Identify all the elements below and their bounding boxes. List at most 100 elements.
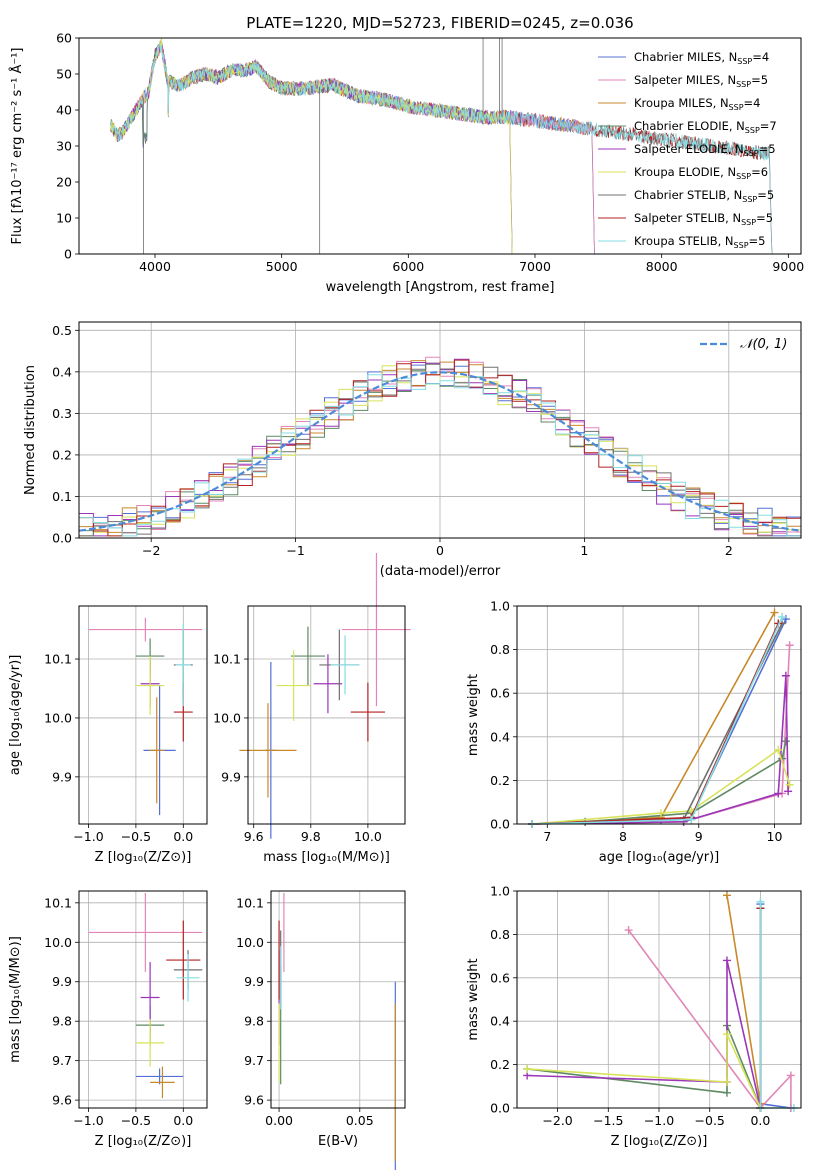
y-tick-label: 0.8 [490, 642, 510, 657]
weight-line [532, 741, 787, 825]
weight-marker [656, 809, 665, 818]
weight-marker [523, 1064, 532, 1073]
data-point [135, 1019, 165, 1067]
x-tick-label: 0 [436, 543, 444, 558]
data-point [276, 650, 311, 721]
spectrum-line [110, 43, 773, 254]
weight-marker [778, 612, 787, 621]
histograms [79, 356, 801, 537]
legend-entry: Kroupa ELODIE, NSSP=6 [634, 165, 768, 181]
mass-vs-EBV-frame [270, 890, 406, 1109]
weight-marker [756, 897, 765, 906]
x-tick-label: −1.0 [73, 1113, 103, 1128]
x-axis-label: (data-model)/error [380, 564, 501, 579]
data-point [176, 954, 200, 1002]
legend-entry-tail: =5 [749, 234, 766, 248]
x-tick-label: 10 [767, 829, 783, 844]
y-tick-label: 9.6 [244, 1093, 264, 1108]
x-axis-label: E(B-V) [318, 1134, 358, 1149]
weight-vs-age-lines [528, 608, 794, 828]
y-tick-label: 60 [56, 31, 72, 46]
legend-entry: Kroupa STELIB, NSSP=5 [634, 234, 765, 250]
legend-entry-tail: =5 [751, 73, 768, 87]
spectrum-line [110, 41, 595, 254]
weight-marker [786, 1071, 795, 1080]
mass-vs-EBV-axes: 0.00 0.05 9.6 9.7 9.8 9.9 10.0 10.1 [236, 891, 405, 1128]
weight-vs-age-axes: 7 8 9 10 0.0 0.2 0.4 0.6 0.8 1.0 [490, 599, 801, 844]
legend-entry-sub: SSP [742, 195, 757, 204]
legend-entry-tail: =5 [759, 142, 776, 156]
data-point [149, 697, 165, 804]
weight-marker [785, 780, 794, 789]
chart-title: PLATE=1220, MJD=52723, FIBERID=0245, z=0… [246, 14, 633, 32]
y-tick-label: 9.7 [52, 1053, 72, 1068]
legend-entry-sub: SSP [736, 172, 751, 181]
y-axis-label: Normed distribution [23, 365, 38, 495]
legend-entry-tail: =5 [757, 188, 774, 202]
y-axis-label: age [log₁₀(age/yr)] [8, 655, 23, 776]
data-point [342, 552, 411, 707]
legend-entry-main: Salpeter MILES, N [634, 73, 736, 87]
weight-marker [770, 608, 779, 617]
legend-entry-tail: =4 [752, 50, 769, 64]
y-tick-label: 0.8 [490, 927, 510, 942]
y-tick-label: 10.1 [236, 895, 264, 910]
weight-line [532, 645, 791, 825]
legend-entry: Salpeter STELIB, NSSP=5 [634, 211, 773, 227]
spectrum-line [110, 38, 513, 254]
data-point [88, 617, 203, 642]
spectrum-line [110, 41, 595, 254]
weight-line [627, 929, 792, 1110]
y-tick-label: 10.0 [213, 710, 241, 725]
legend-entry: Chabrier STELIB, NSSP=5 [634, 188, 774, 204]
y-tick-label: 9.9 [52, 769, 72, 784]
y-tick-label: 30 [56, 139, 72, 154]
legend-entry-main: Kroupa STELIB, N [634, 234, 734, 248]
weight-marker [722, 1030, 731, 1039]
weight-line [532, 623, 783, 825]
age-vs-Z-points [88, 617, 203, 816]
x-tick-label: −0.5 [121, 1113, 151, 1128]
y-tick-label: 40 [56, 103, 72, 118]
y-tick-label: 9.8 [244, 1014, 264, 1029]
x-tick-label: 9 [695, 829, 703, 844]
weight-line [532, 623, 780, 825]
spectrum-line [110, 38, 595, 254]
y-tick-label: 0.0 [490, 1101, 510, 1116]
x-axis-label: wavelength [Angstrom, rest frame] [326, 280, 555, 295]
weight-marker [781, 737, 790, 746]
y-tick-label: 10.0 [236, 935, 264, 950]
weight-marker [781, 671, 790, 680]
x-tick-label: 0.0 [173, 1113, 193, 1128]
legend-entry-tail: =4 [744, 96, 761, 110]
legend-entry-sub: SSP [741, 218, 756, 227]
y-tick-label: 20 [56, 175, 72, 190]
y-tick-label: 1.0 [490, 884, 510, 899]
weight-marker [722, 1088, 731, 1097]
spectrum-lines [110, 38, 773, 254]
weight-marker [722, 891, 731, 900]
legend-entry-sub: SSP [744, 149, 759, 158]
x-axis-label: age [log₁₀(age/yr)] [599, 850, 720, 865]
legend-entry-main: Salpeter STELIB, N [634, 211, 741, 225]
x-tick-label: 9.6 [244, 829, 264, 844]
weight-marker [774, 789, 783, 798]
legend-entry-main: Chabrier ELODIE, N [634, 119, 745, 133]
x-tick-label: 0.05 [346, 1113, 374, 1128]
weight-vs-Z-lines [523, 891, 798, 1112]
y-axis-label: mass weight [466, 674, 481, 756]
x-tick-label: 8 [619, 829, 627, 844]
legend-entry-main: Kroupa MILES, N [634, 96, 729, 110]
data-point [135, 656, 165, 715]
age-vs-mass-points [239, 552, 411, 839]
y-tick-label: 9.7 [244, 1053, 264, 1068]
data-point [330, 635, 360, 695]
spectrum-axes: 4000 5000 6000 7000 8000 9000 0 10 20 30 40 50 60 [56, 31, 804, 275]
mass-vs-Z-frame [78, 890, 208, 1109]
legend-entry-sub: SSP [736, 80, 751, 89]
y-tick-label: 0.5 [52, 323, 72, 338]
x-tick-label: 8000 [646, 259, 678, 274]
legend-entry-main: Chabrier STELIB, N [634, 188, 742, 202]
spectrum-line [110, 41, 513, 254]
